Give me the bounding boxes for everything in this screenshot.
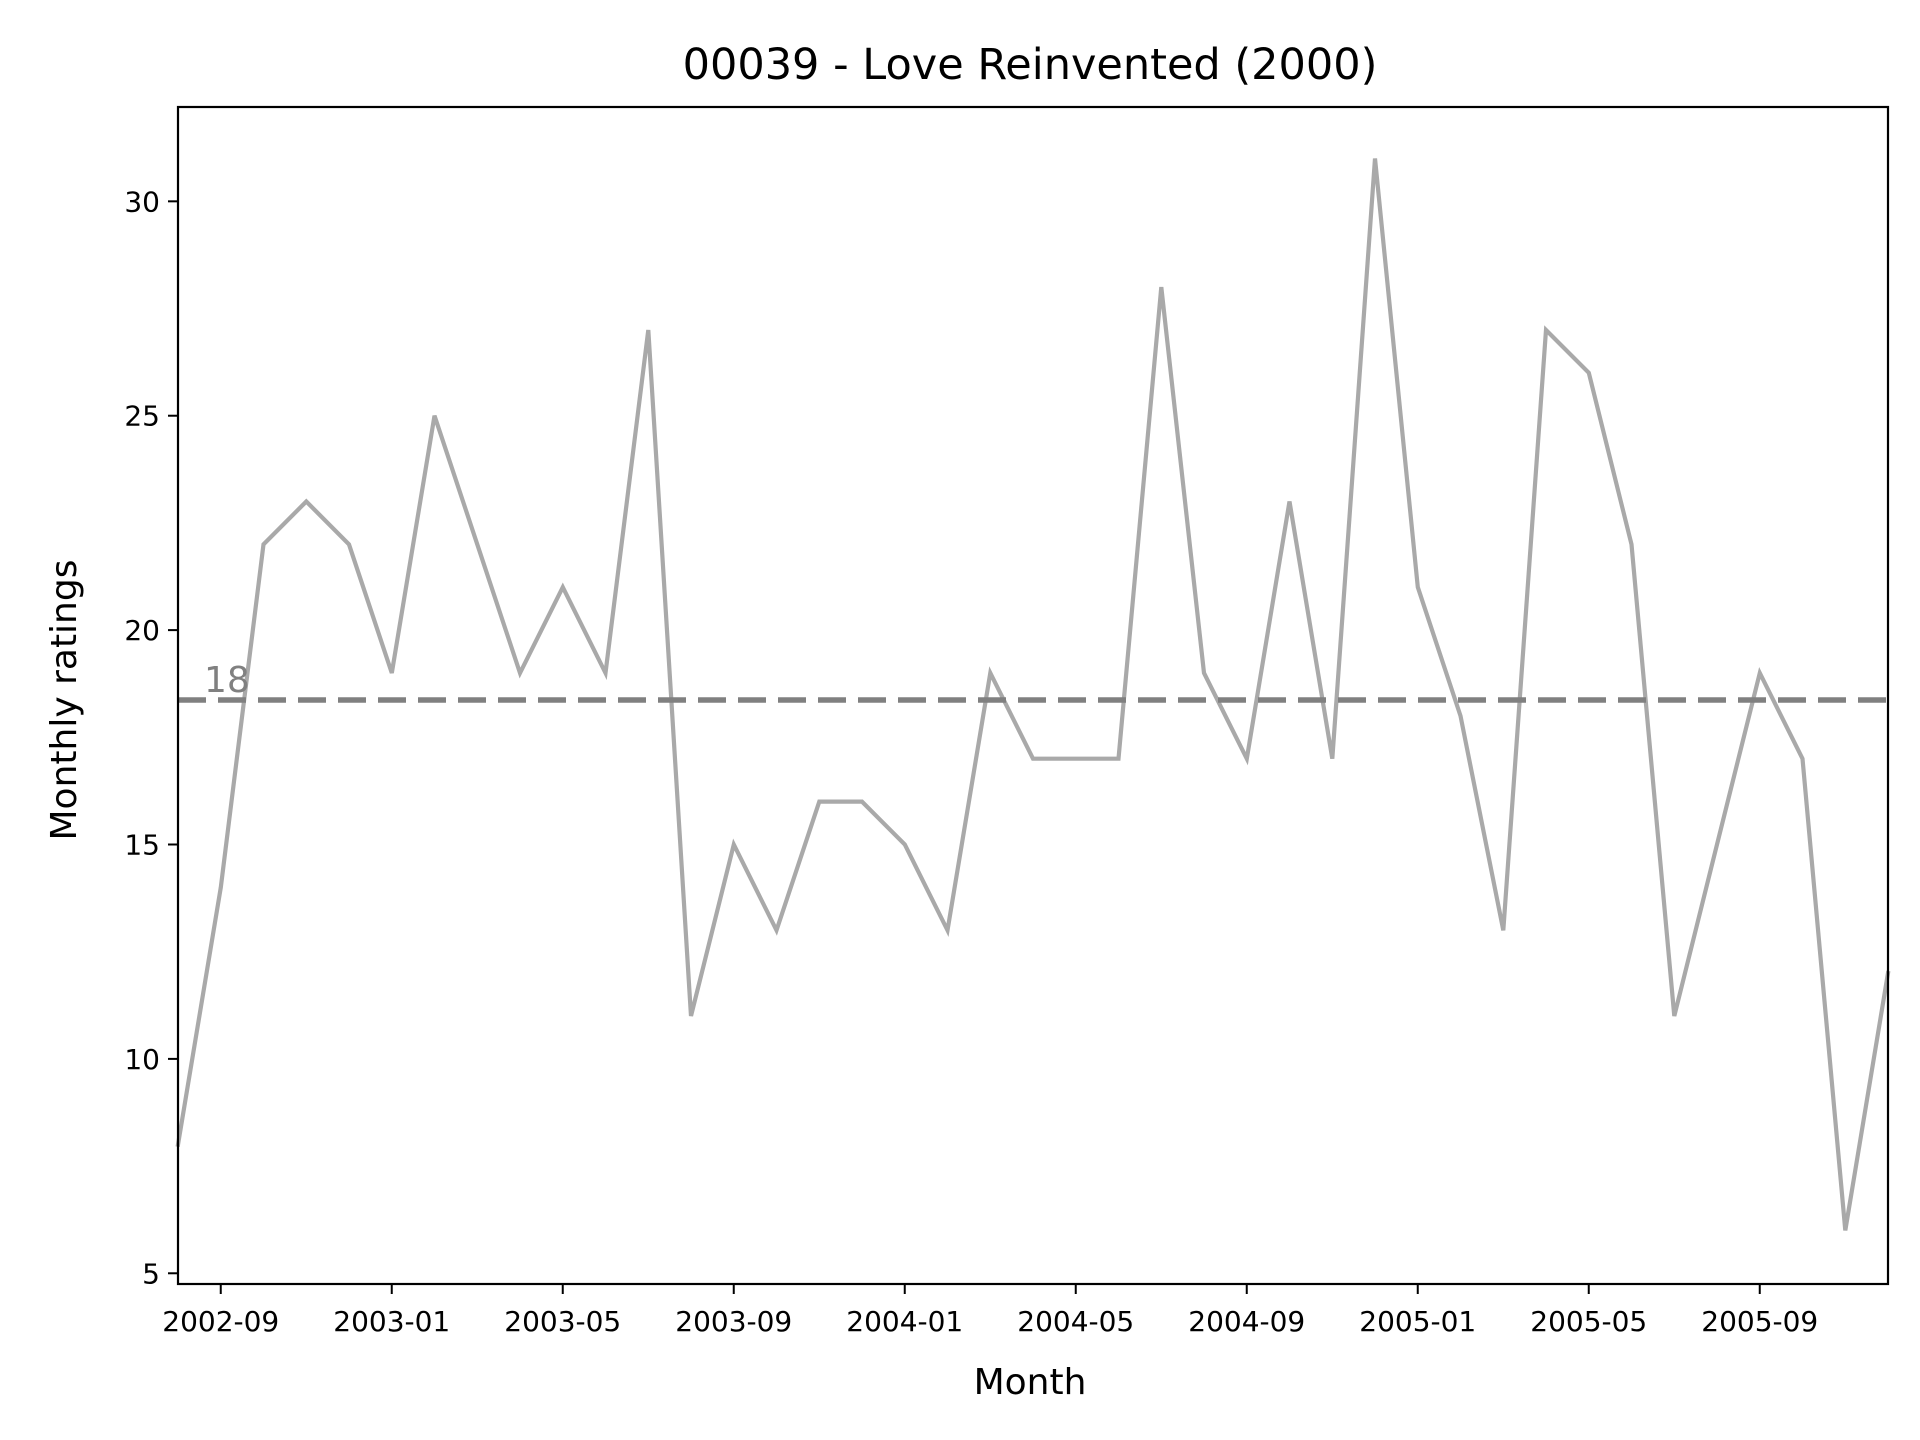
reference-line-label: 18 — [204, 660, 250, 701]
y-tick-label: 15 — [124, 829, 160, 862]
y-tick-label: 25 — [124, 400, 160, 433]
x-tick-label: 2005-05 — [1530, 1305, 1647, 1338]
x-tick-label: 2004-01 — [846, 1305, 963, 1338]
x-tick-label: 2005-09 — [1701, 1305, 1818, 1338]
x-tick-label: 2003-09 — [675, 1305, 792, 1338]
x-tick-label: 2005-01 — [1359, 1305, 1476, 1338]
chart-title: 00039 - Love Reinvented (2000) — [683, 40, 1378, 90]
y-tick-label: 30 — [124, 185, 160, 218]
y-axis-title: Monthly ratings — [44, 560, 85, 841]
series-line-0 — [175, 158, 1891, 1231]
x-axis-title: Month — [974, 1362, 1087, 1403]
x-tick-label: 2003-01 — [333, 1305, 450, 1338]
x-tick-label: 2002-09 — [162, 1305, 279, 1338]
x-tick-label: 2004-05 — [1017, 1305, 1134, 1338]
plot-area: 18 5 10 15 20 25 30 2002-09 2003-01 2003-05 2003-0… — [124, 105, 1891, 1338]
x-tick-label: 2003-05 — [504, 1305, 621, 1338]
plot-frame — [176, 105, 1890, 1286]
y-tick-label: 20 — [124, 614, 160, 647]
y-tick-label: 10 — [124, 1043, 160, 1076]
x-tick-label: 2004-09 — [1188, 1305, 1305, 1338]
y-tick-label: 5 — [142, 1257, 160, 1290]
